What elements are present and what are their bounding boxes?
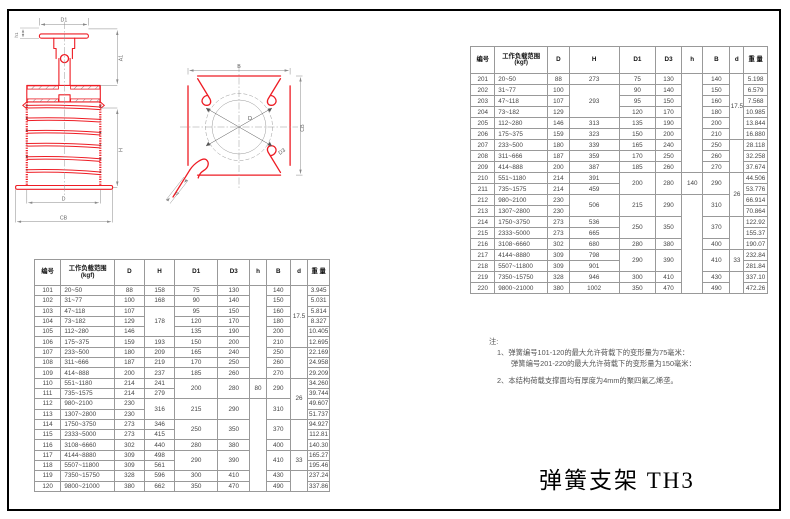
svg-text:D: D <box>248 116 252 122</box>
svg-text:B: B <box>237 64 241 70</box>
svg-text:CB: CB <box>300 124 306 132</box>
svg-text:D3: D3 <box>278 148 287 157</box>
